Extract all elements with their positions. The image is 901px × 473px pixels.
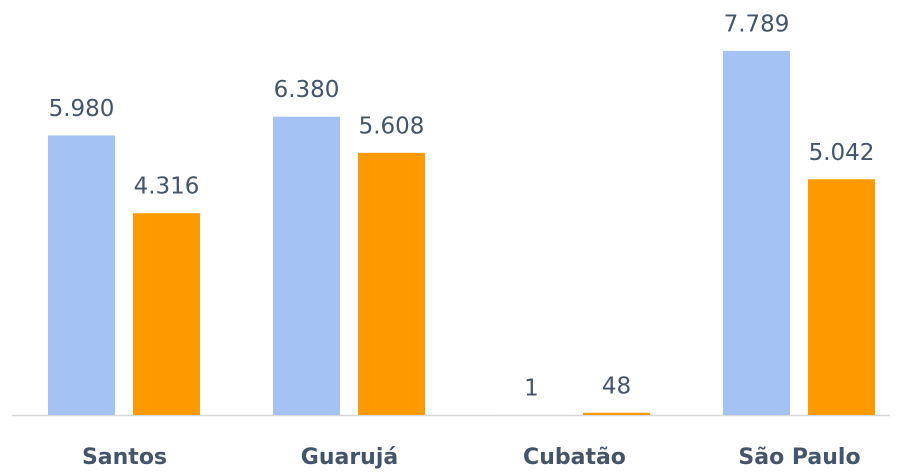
data-label: 5.042 [809,140,875,166]
bar [583,412,650,415]
data-label: 1 [524,375,539,401]
data-label: 5.980 [49,96,115,122]
bar [358,152,425,416]
data-label: 7.789 [724,11,790,37]
bar [48,135,115,415]
x-tick-label: São Paulo [738,445,860,470]
x-tick-label: Guarujá [301,445,398,470]
x-tick-label: Cubatão [523,445,626,470]
bar [273,116,340,416]
bar [808,179,875,415]
bar [133,213,200,415]
data-label: 4.316 [134,174,200,200]
data-label: 48 [602,373,631,399]
bar [723,50,790,415]
data-label: 5.608 [359,113,425,139]
data-label: 6.380 [274,77,340,103]
x-tick-label: Santos [82,445,167,470]
